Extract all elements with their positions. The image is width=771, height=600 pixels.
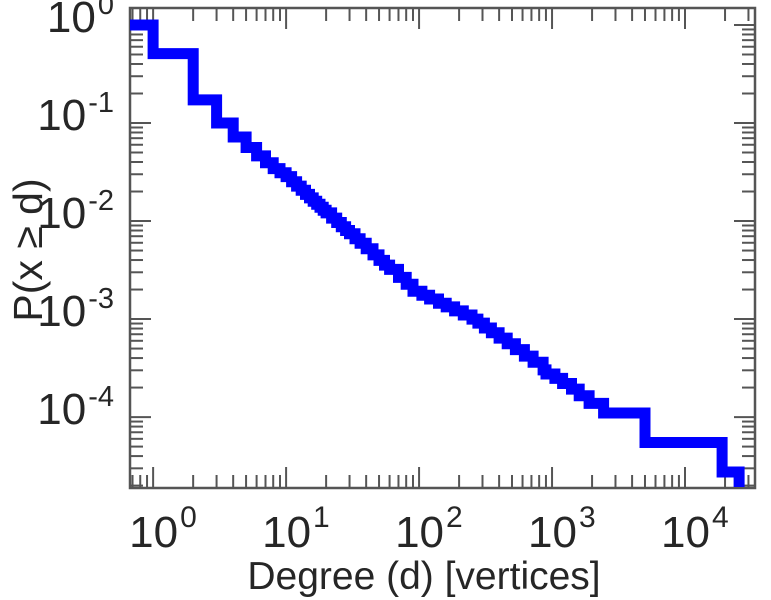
y-tick-exponent: 0	[98, 0, 114, 21]
y-tick-label: 10-4	[37, 381, 114, 434]
y-tick-label: 10-1	[37, 87, 114, 140]
x-tick-base: 10	[528, 508, 577, 557]
x-tick-label: 103	[528, 501, 596, 557]
x-tick-label: 101	[262, 501, 330, 557]
x-tick-label: 104	[661, 501, 729, 557]
y-tick-base: 10	[37, 189, 86, 238]
y-tick-base: 10	[37, 287, 86, 336]
y-tick-base: 10	[37, 91, 86, 140]
x-tick-label: 102	[395, 501, 463, 557]
y-tick-base: 10	[47, 0, 96, 42]
x-tick-exponent: 3	[579, 501, 596, 534]
x-tick-base: 10	[262, 508, 311, 557]
y-tick-exponent: -1	[88, 87, 114, 119]
axis-ticks	[130, 8, 755, 488]
y-tick-base: 10	[37, 385, 86, 434]
x-axis-title: Degree (d) [vertices]	[247, 555, 600, 598]
x-tick-base: 10	[395, 508, 444, 557]
y-tick-label: 100	[47, 0, 114, 42]
y-axis-title: P(x ≥ d)	[5, 178, 51, 321]
y-tick-exponent: -3	[88, 283, 114, 315]
x-tick-base: 10	[129, 508, 178, 557]
x-tick-base: 10	[661, 508, 710, 557]
y-tick-exponent: -2	[88, 185, 114, 217]
x-tick-exponent: 2	[446, 501, 463, 534]
y-tick-label: 10-2	[37, 185, 114, 238]
y-tick-label: 10-3	[37, 283, 114, 336]
plot-frame	[128, 6, 757, 490]
x-tick-exponent: 1	[313, 501, 330, 534]
x-tick-exponent: 4	[712, 501, 729, 534]
x-tick-exponent: 0	[180, 501, 197, 534]
ccdf-curve	[130, 19, 745, 487]
x-tick-label: 100	[129, 501, 197, 557]
y-tick-exponent: -4	[88, 381, 114, 413]
